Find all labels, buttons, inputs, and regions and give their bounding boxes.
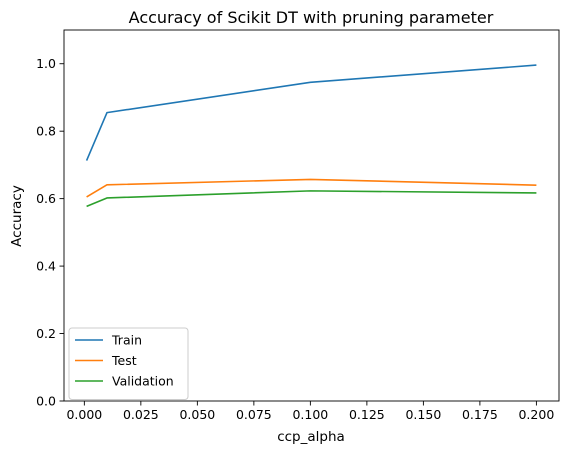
y-tick-label: 1.0	[36, 56, 56, 71]
x-tick-label: 0.050	[179, 407, 215, 422]
legend-label-train: Train	[111, 333, 142, 348]
x-axis-label: ccp_alpha	[277, 429, 345, 445]
x-tick-label: 0.100	[292, 407, 328, 422]
x-axis-ticks: 0.000 0.025 0.050 0.075 0.100 0.125 0.150 0.175…	[66, 401, 554, 422]
plot-lines	[85, 64, 537, 208]
y-tick-label: 0.8	[36, 124, 56, 139]
x-tick-label: 0.175	[462, 407, 498, 422]
x-tick-label: 0.125	[349, 407, 385, 422]
legend-label-validation: Validation	[112, 374, 174, 389]
series-line-validation	[86, 190, 537, 208]
y-axis-ticks: 0.0 0.2 0.4 0.6 0.8 1.0	[36, 56, 64, 409]
y-tick-label: 0.2	[36, 326, 56, 341]
legend: Train Test Validation	[68, 327, 189, 400]
y-tick-label: 0.0	[36, 394, 56, 409]
axes-frame	[63, 29, 560, 402]
series-line-train	[85, 64, 537, 161]
y-tick-label: 0.4	[36, 259, 56, 274]
x-tick-label: 0.075	[236, 407, 272, 422]
x-tick-label: 0.025	[123, 407, 159, 422]
y-axis-label: Accuracy	[9, 185, 25, 247]
series-line-test	[86, 178, 537, 198]
chart-title: Accuracy of Scikit DT with pruning param…	[129, 8, 494, 27]
legend-label-test: Test	[111, 353, 137, 368]
y-tick-label: 0.6	[36, 191, 56, 206]
x-tick-label: 0.150	[405, 407, 441, 422]
x-tick-label: 0.200	[518, 407, 554, 422]
x-tick-label: 0.000	[66, 407, 102, 422]
